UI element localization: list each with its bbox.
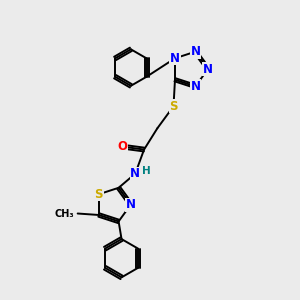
Text: S: S — [94, 188, 103, 201]
Text: H: H — [142, 166, 151, 176]
Text: S: S — [169, 100, 178, 113]
Text: N: N — [130, 167, 140, 180]
Text: N: N — [190, 80, 200, 93]
Text: O: O — [117, 140, 127, 153]
Text: CH₃: CH₃ — [55, 208, 74, 218]
Text: N: N — [203, 62, 213, 76]
Text: N: N — [126, 198, 136, 211]
Text: N: N — [190, 45, 200, 58]
Text: N: N — [170, 52, 180, 65]
